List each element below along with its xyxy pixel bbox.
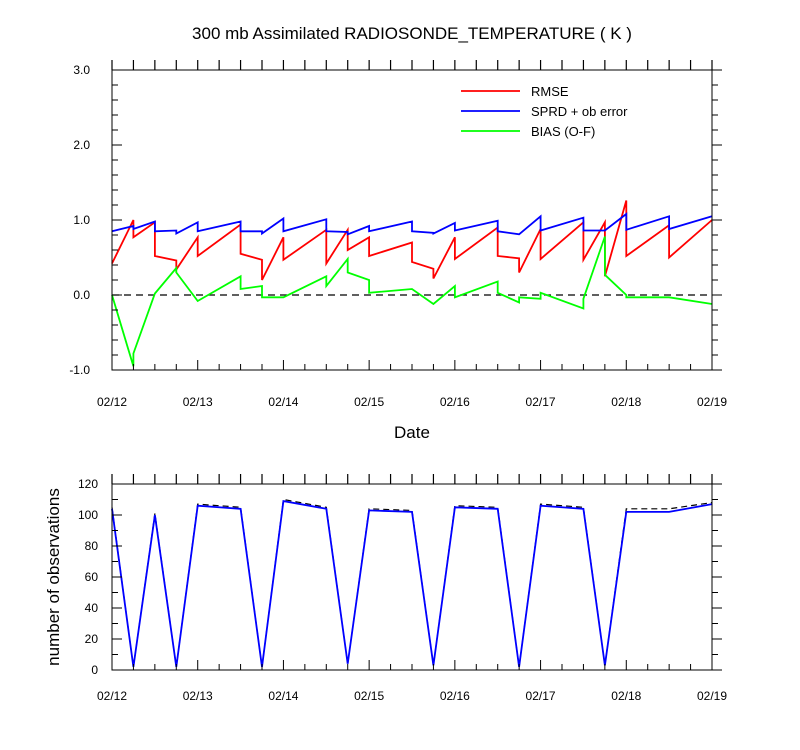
series-line-bias-o-f [111, 236, 713, 367]
x-tick-label: 02/14 [268, 395, 298, 409]
y-tick-label: 1.0 [73, 213, 90, 227]
x-tick-label: 02/18 [611, 689, 641, 703]
x-tick-label: 02/19 [697, 689, 727, 703]
x-tick-label: 02/16 [440, 395, 470, 409]
series-line-rmse [111, 200, 713, 281]
x-tick-label: 02/13 [183, 395, 213, 409]
y-tick-label: 80 [85, 539, 99, 553]
legend-label: BIAS (O-F) [531, 124, 595, 139]
x-tick-label: 02/17 [526, 395, 556, 409]
x-tick-label: 02/12 [97, 689, 127, 703]
x-tick-label: 02/13 [183, 689, 213, 703]
y-tick-label: 40 [85, 601, 99, 615]
x-tick-label: 02/18 [611, 395, 641, 409]
y-tick-label: 20 [85, 632, 99, 646]
legend-label: SPRD + ob error [531, 104, 628, 119]
y-tick-label: 100 [78, 508, 98, 522]
series-line-possible-observations [111, 498, 713, 667]
x-tick-label: 02/15 [354, 395, 384, 409]
chart-title: 300 mb Assimilated RADIOSONDE_TEMPERATUR… [192, 24, 632, 43]
x-tick-label: 02/17 [526, 689, 556, 703]
legend-label: RMSE [531, 84, 569, 99]
legend: RMSE SPRD + ob error BIAS (O-F) [461, 84, 628, 139]
x-tick-label: 02/14 [268, 689, 298, 703]
y-tick-label: 2.0 [73, 138, 90, 152]
y-tick-label: 0.0 [73, 288, 90, 302]
y-tick-label: 120 [78, 477, 98, 491]
x-tick-label: 02/19 [697, 395, 727, 409]
top-chart: 02/12 02/13 02/14 02/15 02/16 02/17 02/18 02/19… [69, 60, 727, 409]
y-axis-title-observations: number of observations [44, 488, 63, 666]
x-tick-label: 02/15 [354, 689, 384, 703]
bottom-chart: 02/12 02/13 02/14 02/15 02/16 02/17 02/18 02/19… [78, 474, 727, 703]
y-tick-label: 60 [85, 570, 99, 584]
y-tick-label: 3.0 [73, 63, 90, 77]
x-axis-title: Date [394, 423, 430, 442]
x-tick-label: 02/16 [440, 689, 470, 703]
series-line-assimilated-observations [111, 500, 713, 668]
series-line-sprd-ob-error [111, 212, 713, 236]
x-tick-label: 02/12 [97, 395, 127, 409]
y-tick-label: -1.0 [69, 363, 90, 377]
y-tick-label: 0 [91, 663, 98, 677]
